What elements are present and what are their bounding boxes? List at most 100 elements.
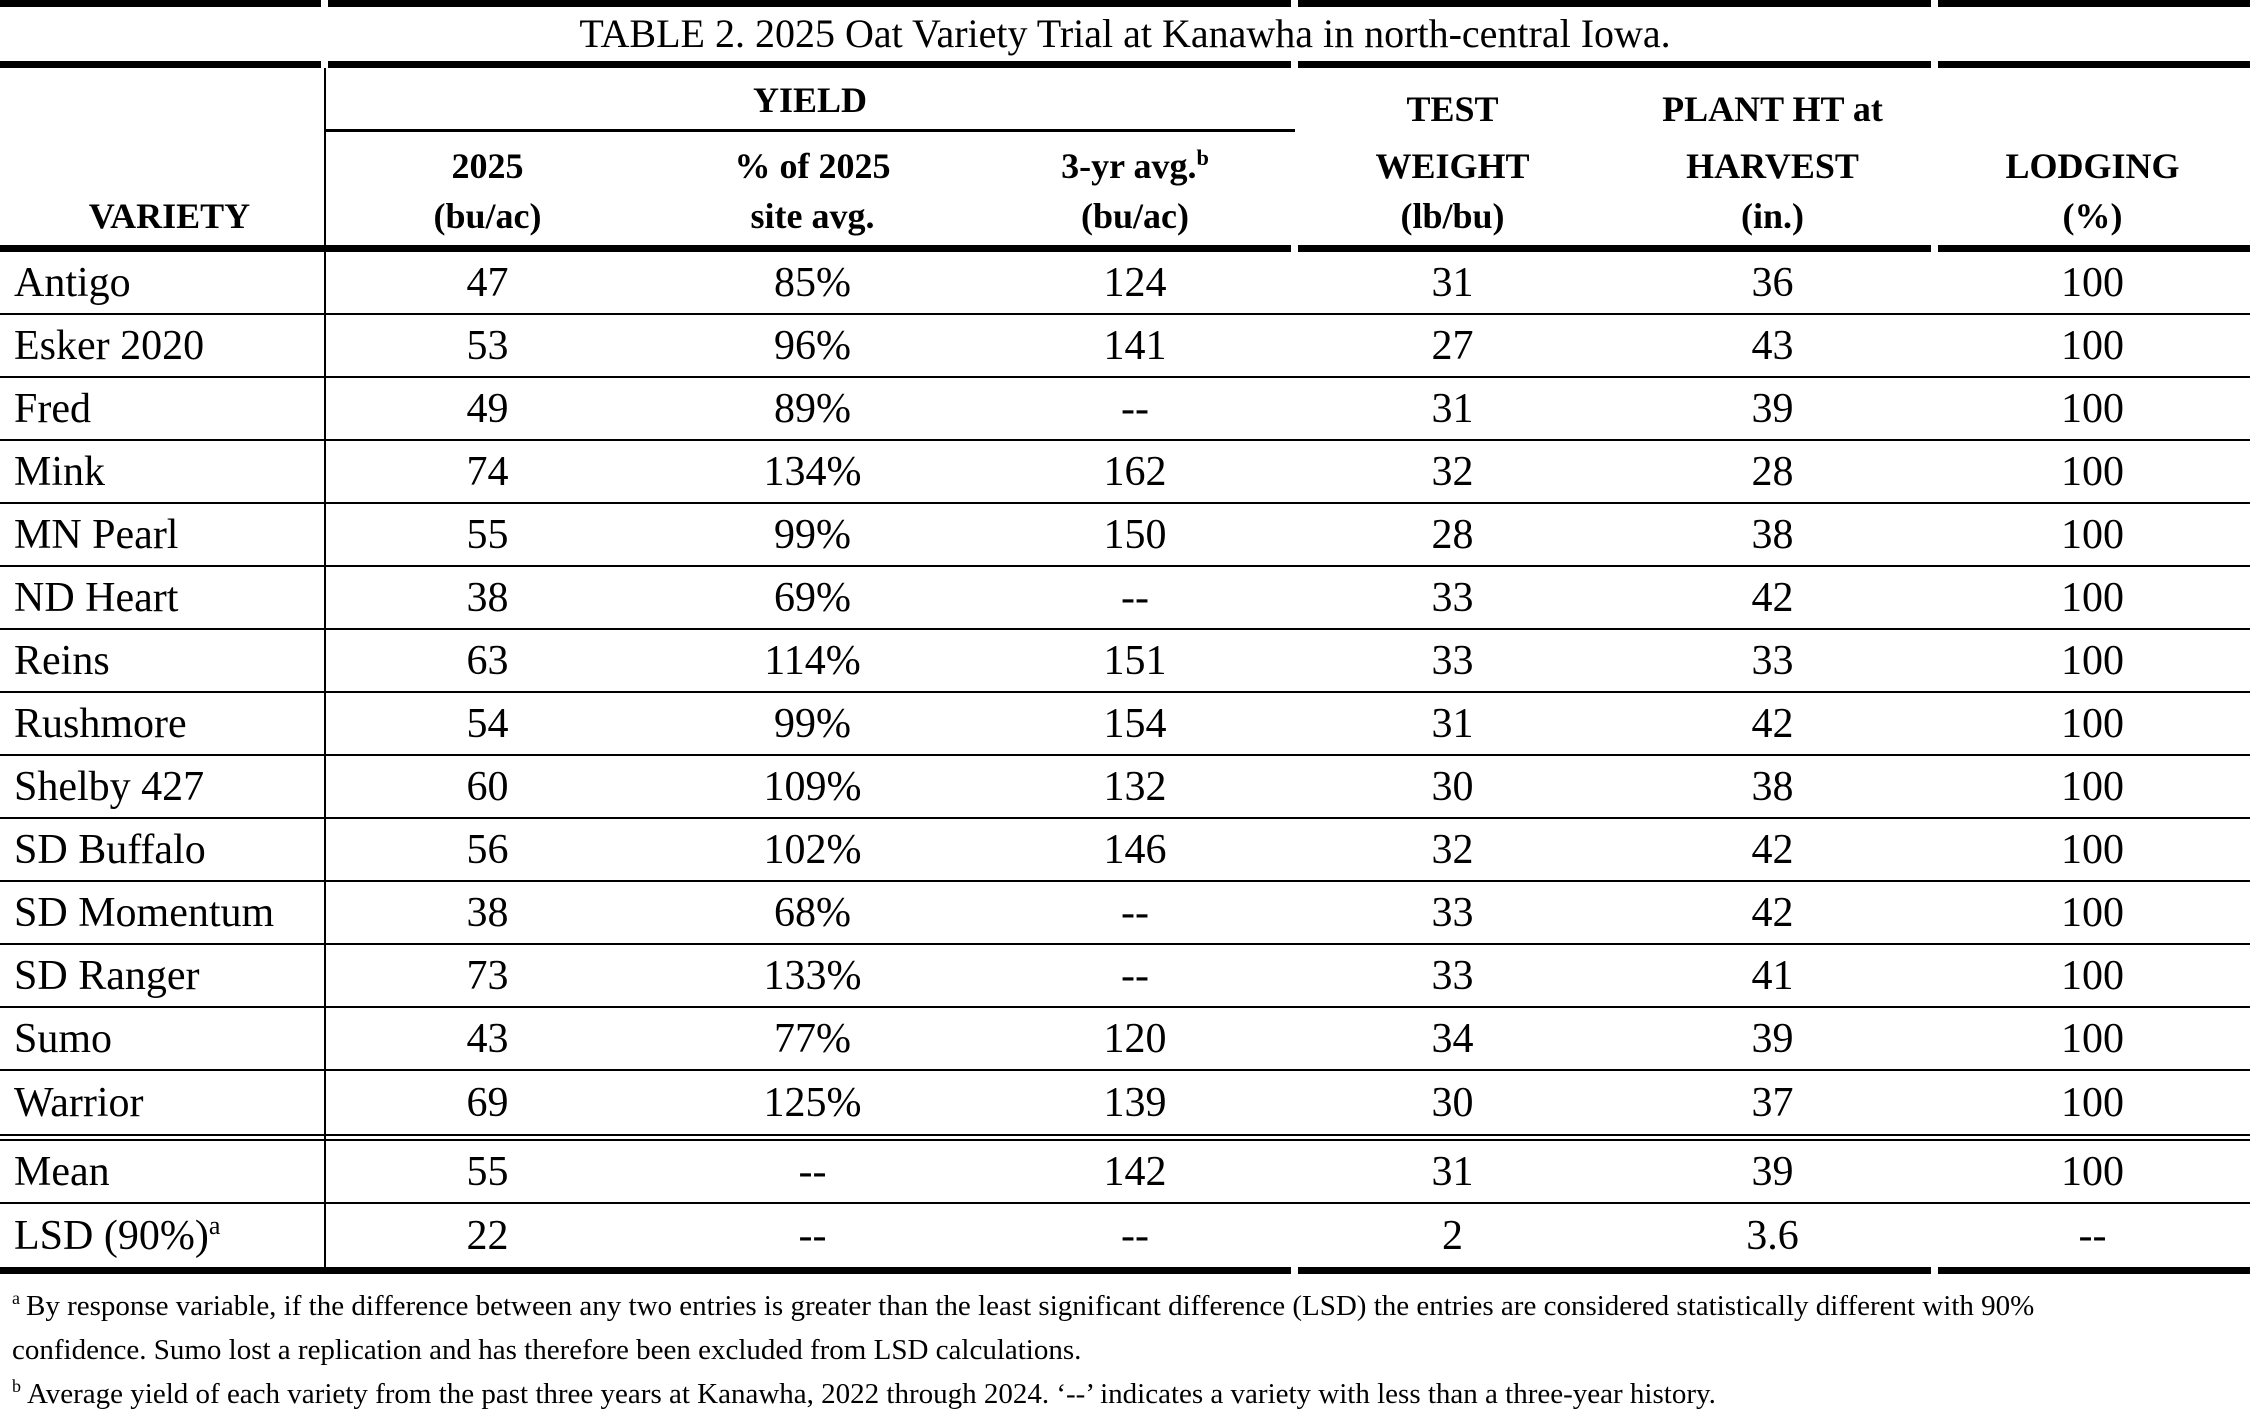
variety-rows: Antigo 47 85% 124 31 36 100 Esker 2020 5… xyxy=(0,252,2250,1134)
cell-3yr-avg: 162 xyxy=(1103,448,1167,495)
column-header-lodging-line1: LODGING xyxy=(2005,146,2180,187)
cell-test-weight: 33 xyxy=(1431,889,1474,936)
summary-rows: Mean 55 -- 142 31 39 100 LSD (90%)a 22 -… xyxy=(0,1141,2250,1267)
cell-test-weight: 33 xyxy=(1431,574,1474,621)
footnote-marker-ref: a xyxy=(208,1210,221,1240)
table-row: Rushmore 54 99% 154 31 42 100 xyxy=(0,693,2250,756)
cell-variety: LSD (90%)a xyxy=(14,1210,221,1259)
cell-yield-2025: 49 xyxy=(466,385,509,432)
cell-plant-height: 37 xyxy=(1751,1079,1794,1126)
footnote-b-text: Average yield of each variety from the p… xyxy=(26,1378,1716,1410)
cell-pct-site-avg: 99% xyxy=(774,511,851,558)
cell-plant-height: 39 xyxy=(1751,385,1794,432)
cell-variety: SD Buffalo xyxy=(14,826,206,873)
footnote-a-marker: a xyxy=(12,1288,20,1309)
cell-3yr-avg: 139 xyxy=(1103,1079,1167,1126)
column-header-test-weight-line1: TEST xyxy=(1406,89,1499,130)
cell-yield-2025: 43 xyxy=(466,1015,509,1062)
column-header-test-weight-line3: (lb/bu) xyxy=(1400,196,1505,237)
cell-pct-site-avg: -- xyxy=(798,1148,827,1195)
column-header-yield-2025-line1: 2025 xyxy=(451,146,524,187)
cell-variety: Antigo xyxy=(14,259,131,306)
cell-variety: Esker 2020 xyxy=(14,322,205,369)
table-row: MN Pearl 55 99% 150 28 38 100 xyxy=(0,504,2250,567)
cell-yield-2025: 38 xyxy=(466,889,509,936)
cell-yield-2025: 74 xyxy=(466,448,509,495)
cell-yield-2025: 73 xyxy=(466,952,509,999)
cell-pct-site-avg: 69% xyxy=(774,574,851,621)
cell-test-weight: 30 xyxy=(1431,1079,1474,1126)
cell-3yr-avg: -- xyxy=(1121,385,1149,432)
table-row: Antigo 47 85% 124 31 36 100 xyxy=(0,252,2250,315)
cell-lodging: 100 xyxy=(2061,826,2124,873)
cell-test-weight: 33 xyxy=(1431,637,1474,684)
cell-pct-site-avg: 96% xyxy=(774,322,851,369)
cell-plant-height: 42 xyxy=(1751,574,1794,621)
cell-lodging: 100 xyxy=(2061,952,2124,999)
cell-pct-site-avg: 77% xyxy=(774,1015,851,1062)
cell-test-weight: 31 xyxy=(1431,700,1474,747)
cell-pct-site-avg: 114% xyxy=(764,637,861,684)
table-row: Mink 74 134% 162 32 28 100 xyxy=(0,441,2250,504)
top-rule xyxy=(0,0,2250,7)
cell-yield-2025: 53 xyxy=(466,322,509,369)
cell-pct-site-avg: 99% xyxy=(774,700,851,747)
column-header-plant-ht-line2: HARVEST xyxy=(1686,146,1859,187)
cell-3yr-avg: 150 xyxy=(1103,511,1167,558)
cell-variety: Mean xyxy=(14,1148,110,1195)
cell-3yr-avg: 141 xyxy=(1103,322,1167,369)
cell-variety: ND Heart xyxy=(14,574,179,621)
column-header-yield-2025-line2: (bu/ac) xyxy=(433,196,542,237)
variety-column-divider-line xyxy=(324,68,326,1267)
cell-lodging: 100 xyxy=(2061,889,2124,936)
cell-3yr-avg: 132 xyxy=(1103,763,1167,810)
cell-variety: Reins xyxy=(14,637,110,684)
cell-test-weight: 34 xyxy=(1431,1015,1474,1062)
cell-lodging: 100 xyxy=(2061,322,2124,369)
cell-3yr-avg: 142 xyxy=(1103,1148,1167,1195)
cell-test-weight: 30 xyxy=(1431,763,1474,810)
cell-yield-2025: 55 xyxy=(466,511,509,558)
footnote-b: b Average yield of each variety from the … xyxy=(12,1372,2150,1410)
cell-lodging: 100 xyxy=(2061,637,2124,684)
cell-pct-site-avg: 125% xyxy=(763,1079,862,1126)
table-row: Fred 49 89% -- 31 39 100 xyxy=(0,378,2250,441)
table-row: SD Momentum 38 68% -- 33 42 100 xyxy=(0,882,2250,945)
cell-pct-site-avg: 85% xyxy=(774,259,851,306)
cell-yield-2025: 54 xyxy=(466,700,509,747)
cell-test-weight: 32 xyxy=(1431,448,1474,495)
table-row: Reins 63 114% 151 33 33 100 xyxy=(0,630,2250,693)
title-divider-rule xyxy=(0,61,2250,68)
cell-test-weight: 31 xyxy=(1431,1148,1474,1195)
cell-lodging: 100 xyxy=(2061,511,2124,558)
cell-lodging: 100 xyxy=(2061,700,2124,747)
cell-lodging: 100 xyxy=(2061,1079,2124,1126)
cell-3yr-avg: 120 xyxy=(1103,1015,1167,1062)
footnotes: a By response variable, if the difference… xyxy=(0,1274,2250,1410)
cell-3yr-avg: 151 xyxy=(1103,637,1167,684)
cell-pct-site-avg: 102% xyxy=(763,826,862,873)
cell-lodging: 100 xyxy=(2061,763,2124,810)
cell-plant-height: 38 xyxy=(1751,763,1794,810)
table-row: SD Ranger 73 133% -- 33 41 100 xyxy=(0,945,2250,1008)
cell-3yr-avg: 146 xyxy=(1103,826,1167,873)
column-header-lodging-line2: (%) xyxy=(2062,196,2123,237)
cell-3yr-avg: -- xyxy=(1121,1212,1149,1259)
cell-yield-2025: 47 xyxy=(466,259,509,306)
cell-lodging: 100 xyxy=(2061,574,2124,621)
column-group-header-yield: YIELD xyxy=(325,81,1295,132)
cell-lodging: 100 xyxy=(2061,448,2124,495)
table-row: LSD (90%)a 22 -- -- 2 3.6 -- xyxy=(0,1204,2250,1267)
table-core: YIELD TEST PLANT HT at 2025 % of 2025 3-… xyxy=(0,68,2250,1267)
column-header-3yr-avg-line2: (bu/ac) xyxy=(1081,196,1189,237)
cell-pct-site-avg: 134% xyxy=(763,448,862,495)
summary-divider-double-rule xyxy=(0,1134,2250,1141)
footnote-a: a By response variable, if the difference… xyxy=(12,1284,2150,1372)
footnote-marker-b-ref: b xyxy=(1196,145,1209,171)
table-row: Shelby 427 60 109% 132 30 38 100 xyxy=(0,756,2250,819)
cell-yield-2025: 22 xyxy=(466,1212,509,1259)
column-header-variety: VARIETY xyxy=(88,196,251,237)
cell-3yr-avg: -- xyxy=(1121,574,1149,621)
table-row: Mean 55 -- 142 31 39 100 xyxy=(0,1141,2250,1204)
footnote-a-text: By response variable, if the difference … xyxy=(12,1290,2035,1366)
